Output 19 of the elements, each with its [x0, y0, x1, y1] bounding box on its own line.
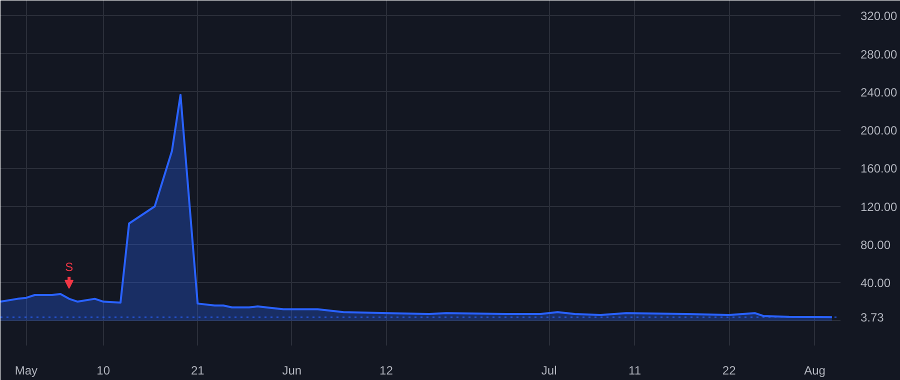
y-tick-label: 120.00	[860, 200, 898, 214]
x-tick-label: 10	[96, 364, 110, 378]
annotation: S	[65, 260, 74, 274]
x-tick-label: 11	[628, 364, 642, 378]
ref-line-label: 3.73	[860, 310, 884, 325]
y-tick-label: 280.00	[860, 47, 898, 62]
x-tick-label: 21	[190, 364, 205, 378]
x-tick-label: 22	[722, 364, 736, 378]
y-tick-label: 80.00	[860, 238, 891, 252]
x-tick-label: Aug	[804, 364, 826, 378]
x-tick-label: Jul	[541, 364, 557, 378]
y-tick-label: 200.00	[860, 124, 898, 138]
y-tick-label: 240.00	[860, 85, 898, 100]
y-tick-label: 320.00	[860, 9, 898, 24]
y-tick-label: 40.00	[860, 276, 891, 290]
x-tick-label: 12	[380, 364, 394, 378]
x-tick-label: Jun	[282, 364, 302, 378]
x-tick-label: May	[14, 364, 38, 378]
y-tick-label: 160.00	[860, 162, 898, 176]
